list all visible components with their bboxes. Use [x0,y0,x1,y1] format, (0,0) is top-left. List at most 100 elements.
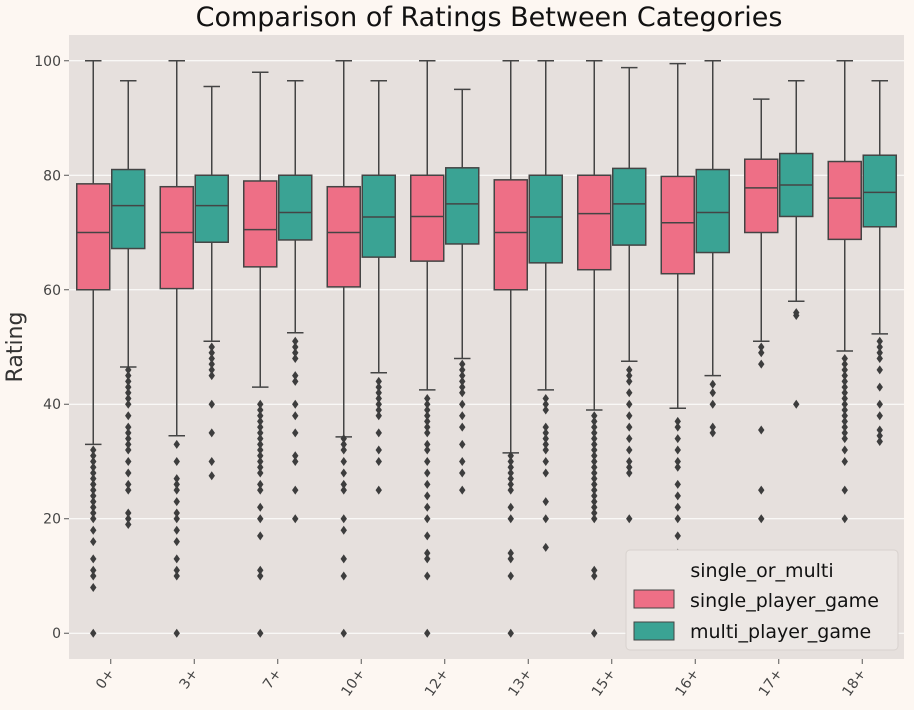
box-multi_player_game-13+ [528,60,563,552]
outlier-point [674,479,681,489]
outlier-point [674,491,681,501]
outlier-point [626,411,633,421]
outlier-point [709,399,716,409]
outlier-point [173,485,180,495]
outlier-point [375,382,382,392]
y-tick-label: 100 [34,54,61,70]
outlier-point [125,411,132,421]
outlier-point [424,445,431,455]
outlier-point [257,479,264,489]
outlier-point [424,479,431,489]
x-tick-label: 15+ [589,666,619,699]
box-iqr [660,175,695,275]
outlier-point [841,376,848,386]
outlier-point [841,428,848,438]
outlier-point [542,445,549,455]
outlier-point [507,502,514,512]
outlier-point [173,628,180,638]
box-multi_player_game-17+ [779,80,814,409]
outlier-point [257,445,264,455]
outlier-point [591,451,598,461]
outlier-point [257,531,264,541]
outlier-point [90,582,97,592]
outlier-point [125,456,132,466]
box-iqr [445,167,480,245]
x-axis: 0+ 3+ 7+ 10+ 12+ 13+ 15+ 16+ 17+ 18+ [93,659,870,699]
outlier-point [709,428,716,438]
box-single_player_game-10+ [326,60,361,638]
box-multi_player_game-16+ [695,60,730,438]
outlier-point [542,399,549,409]
outlier-point [340,485,347,495]
outlier-point [292,411,299,421]
box-iqr [194,174,229,243]
box-single_player_game-0+ [76,60,111,638]
outlier-point [173,554,180,564]
outlier-point [459,422,466,432]
outlier-point [674,422,681,432]
outlier-point [125,371,132,381]
outlier-point [591,434,598,444]
outlier-point [424,531,431,541]
outlier-point [424,514,431,524]
outlier-point [626,388,633,398]
outlier-point [709,422,716,432]
outlier-point [591,462,598,472]
outlier-point [257,462,264,472]
outlier-point [542,514,549,524]
outlier-point [208,365,215,375]
outlier-point [507,456,514,466]
outlier-point [257,439,264,449]
outlier-point [542,428,549,438]
outlier-point [424,422,431,432]
outlier-point [709,388,716,398]
outlier-point [841,405,848,415]
outlier-point [876,436,883,446]
outlier-point [173,439,180,449]
outlier-point [257,485,264,495]
outlier-point [340,434,347,444]
outlier-point [257,514,264,524]
y-tick-label: 80 [43,168,61,184]
outlier-point [340,468,347,478]
outlier-point [459,439,466,449]
outlier-point [90,514,97,524]
outlier-point [424,456,431,466]
x-tick-label: 17+ [756,666,786,699]
box-single_player_game-17+ [744,98,779,524]
outlier-point [208,371,215,381]
outlier-point [424,405,431,415]
outlier-point [292,336,299,346]
outlier-point [424,411,431,421]
outlier-point [125,428,132,438]
outlier-point [257,428,264,438]
outlier-point [758,342,765,352]
outlier-point [125,399,132,409]
outlier-point [459,365,466,375]
outlier-point [591,445,598,455]
outlier-point [90,565,97,575]
outlier-point [591,416,598,426]
outlier-point [709,379,716,389]
outlier-point [626,399,633,409]
box-iqr [361,174,396,258]
outlier-point [257,628,264,638]
outlier-point [591,514,598,524]
outlier-point [125,382,132,392]
outlier-point [876,425,883,435]
outlier-point [793,308,800,318]
outlier-point [340,439,347,449]
box-iqr [278,174,313,241]
outlier-point [626,371,633,381]
outlier-point [125,439,132,449]
outlier-point [507,554,514,564]
box-iqr [111,168,146,250]
outlier-point [507,548,514,558]
outlier-point [626,434,633,444]
outlier-point [257,411,264,421]
box-iqr [744,158,779,234]
outlier-point [876,382,883,392]
x-tick-label: 12+ [422,666,452,699]
outlier-point [90,497,97,507]
box-iqr [326,185,361,288]
